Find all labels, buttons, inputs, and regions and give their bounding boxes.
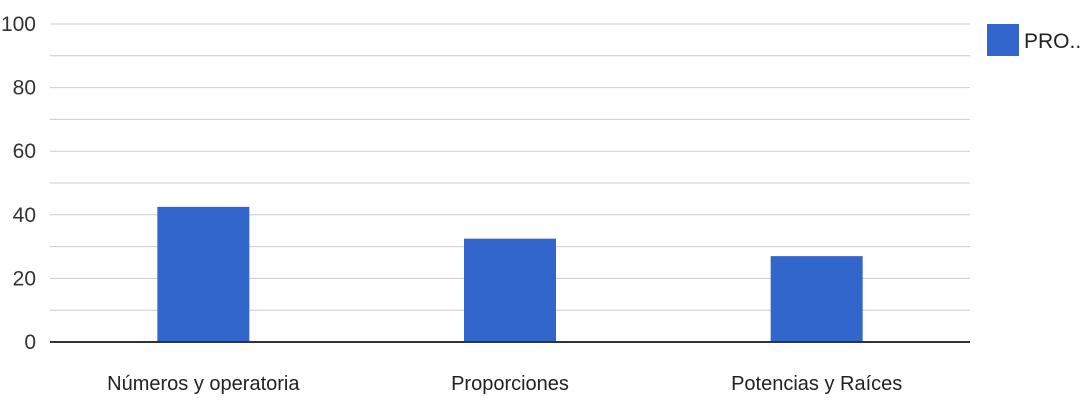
x-tick-label: Números y operatoria (107, 373, 300, 395)
legend: PRO... (987, 24, 1080, 56)
bar (770, 256, 863, 342)
legend-swatch (987, 24, 1019, 56)
bars (157, 206, 863, 342)
y-tick-label: 80 (13, 77, 36, 100)
x-tick-label: Potencias y Raíces (731, 373, 902, 395)
y-tick-label: 20 (13, 267, 36, 290)
y-tick-label: 0 (24, 331, 36, 354)
y-tick-label: 100 (1, 13, 36, 36)
axes: 0 20 40 60 80 100 Números y operatoria Proporci… (1, 13, 970, 395)
y-tick-label: 40 (13, 204, 36, 227)
y-tick-label: 60 (13, 140, 36, 163)
bar (157, 206, 250, 342)
bar (464, 238, 556, 342)
legend-label: PRO... (1024, 30, 1080, 53)
x-tick-label: Proporciones (451, 373, 569, 395)
